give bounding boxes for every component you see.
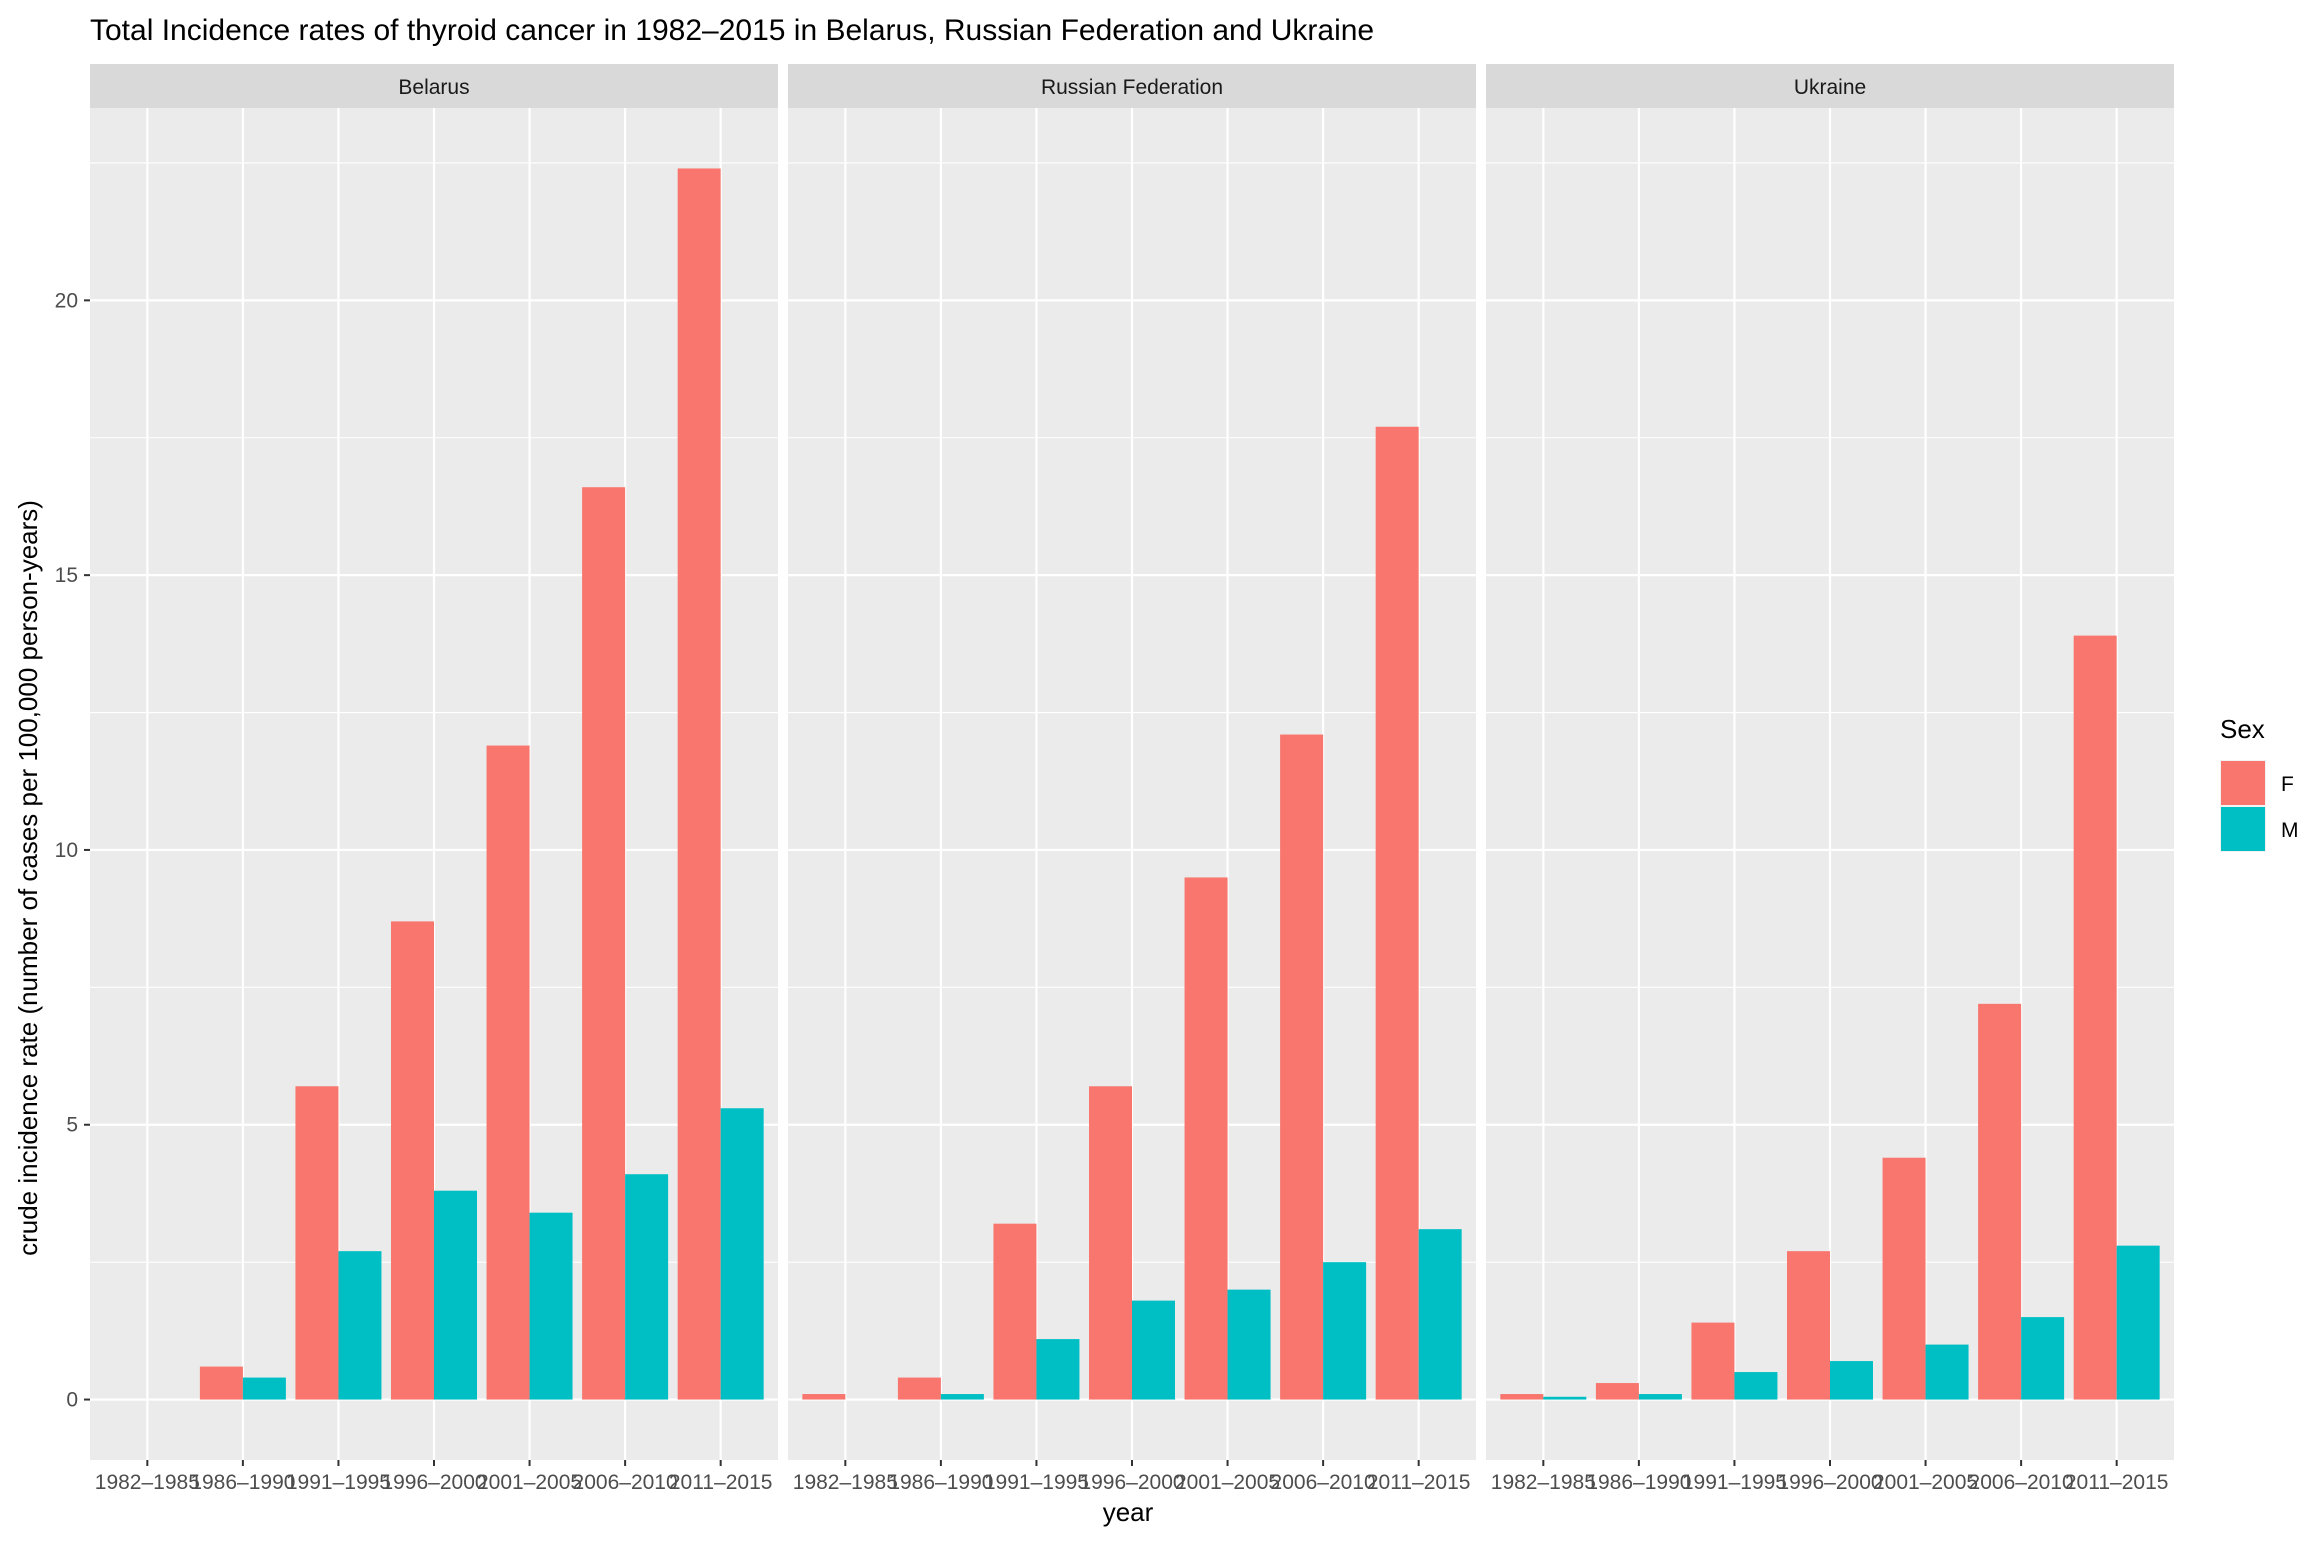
- y-tick-label: 10: [55, 839, 78, 862]
- x-axis-title: year: [1103, 1497, 1154, 1527]
- bar-M: [1543, 1396, 1587, 1400]
- bar-M: [434, 1190, 477, 1400]
- bar-M: [338, 1251, 382, 1400]
- bar-M: [1638, 1394, 1682, 1400]
- x-tick-label: 2001–2005: [477, 1471, 582, 1494]
- legend-label-M: M: [2281, 819, 2299, 842]
- bar-M: [1734, 1372, 1778, 1400]
- bar-F: [1280, 734, 1324, 1400]
- bar-M: [1036, 1339, 1080, 1400]
- bar-F: [677, 168, 721, 1400]
- x-tick-label: 2001–2005: [1873, 1471, 1978, 1494]
- bar-F: [1978, 1003, 2022, 1400]
- bar-F: [1787, 1251, 1830, 1400]
- x-tick-label: 2011–2015: [669, 1471, 773, 1494]
- panel-strip-label: Ukraine: [1794, 76, 1866, 99]
- legend-swatch-M: [2221, 807, 2265, 851]
- bar-M: [940, 1394, 984, 1400]
- x-tick-label: 1986–1990: [1586, 1471, 1691, 1494]
- x-tick-label: 2011–2015: [2065, 1471, 2169, 1494]
- panel-strip: [90, 64, 778, 108]
- bar-M: [1830, 1361, 1873, 1400]
- x-tick-label: 2001–2005: [1175, 1471, 1280, 1494]
- bar-F: [391, 921, 434, 1400]
- x-tick-label: 2006–2010: [1969, 1471, 2074, 1494]
- bar-M: [1323, 1262, 1367, 1400]
- bar-M: [242, 1377, 286, 1400]
- x-tick-label: 1982–1985: [1491, 1471, 1596, 1494]
- x-tick-label: 1991–1995: [984, 1471, 1089, 1494]
- legend-swatch-F: [2221, 761, 2265, 805]
- bar-F: [1500, 1394, 1544, 1400]
- panel-strip: [1486, 64, 2174, 108]
- bar-M: [1925, 1344, 1969, 1400]
- legend: FM: [2220, 760, 2299, 852]
- x-tick-label: 1996–2000: [381, 1471, 486, 1494]
- panel-strip-label: Belarus: [398, 76, 469, 99]
- x-tick-label: 1996–2000: [1777, 1471, 1882, 1494]
- chart-title: Total Incidence rates of thyroid cancer …: [90, 14, 1374, 47]
- bar-F: [295, 1086, 339, 1400]
- bar-F: [2073, 635, 2117, 1400]
- x-tick-label: 1982–1985: [793, 1471, 898, 1494]
- bar-F: [486, 745, 530, 1400]
- panel-2: Ukraine 1982–19851986–19901991–19951996–2…: [1486, 64, 2174, 1494]
- bar-M: [1227, 1289, 1271, 1400]
- y-axis-title: crude incidence rate (number of cases pe…: [13, 500, 43, 1256]
- bar-F: [802, 1394, 846, 1400]
- panel-0: Belarus 1982–19851986–19901991–19951996–2…: [90, 64, 778, 1494]
- bar-M: [2021, 1317, 2065, 1400]
- y-tick-label: 0: [66, 1389, 78, 1412]
- panel-strip: [788, 64, 1476, 108]
- legend-label-F: F: [2281, 773, 2294, 796]
- x-tick-label: 1991–1995: [286, 1471, 391, 1494]
- bar-F: [1375, 426, 1419, 1400]
- bar-F: [1595, 1383, 1639, 1400]
- bar-F: [1882, 1157, 1926, 1400]
- bar-M: [720, 1108, 764, 1400]
- x-tick-label: 1982–1985: [95, 1471, 200, 1494]
- x-tick-label: 2011–2015: [1367, 1471, 1471, 1494]
- bar-M: [529, 1212, 573, 1400]
- x-tick-label: 2006–2010: [1271, 1471, 1376, 1494]
- plot-layer: Belarus1982–19851986–19901991–19951996–2…: [55, 64, 2174, 1494]
- x-tick-label: 1991–1995: [1682, 1471, 1787, 1494]
- bar-F: [1691, 1322, 1735, 1400]
- bar-F: [199, 1366, 243, 1400]
- bar-F: [582, 487, 626, 1400]
- x-tick-label: 1986–1990: [190, 1471, 295, 1494]
- bar-M: [1132, 1300, 1175, 1400]
- panel-1: Russian Federation 1982–19851986–19901991…: [788, 64, 1476, 1494]
- bar-M: [625, 1174, 669, 1400]
- x-tick-label: 2006–2010: [573, 1471, 678, 1494]
- bar-F: [897, 1377, 941, 1400]
- legend-title: Sex: [2220, 714, 2265, 744]
- x-tick-label: 1996–2000: [1079, 1471, 1184, 1494]
- y-tick-label: 15: [55, 564, 78, 587]
- bar-F: [1089, 1086, 1132, 1400]
- x-tick-label: 1986–1990: [888, 1471, 993, 1494]
- panel-strip-label: Russian Federation: [1041, 76, 1223, 99]
- bar-M: [1418, 1229, 1462, 1400]
- y-tick-label: 5: [66, 1114, 78, 1137]
- bar-M: [2116, 1245, 2160, 1400]
- y-tick-label: 20: [55, 289, 78, 312]
- bar-F: [993, 1223, 1037, 1400]
- bar-F: [1184, 877, 1228, 1400]
